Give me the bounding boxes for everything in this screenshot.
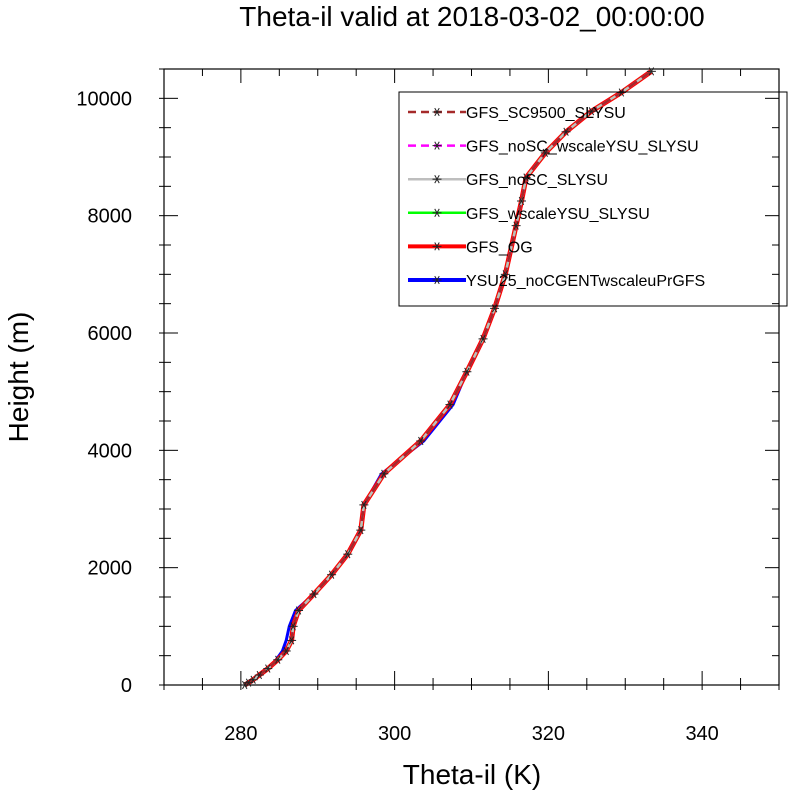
series-marker xyxy=(540,148,550,158)
series-line xyxy=(243,69,653,688)
legend-entry: GFS_SC9500_SLYSU xyxy=(408,105,626,122)
series-marker xyxy=(288,622,298,631)
x-tick-label: 320 xyxy=(532,723,565,745)
series-marker xyxy=(462,367,472,376)
y-tick-label: 6000 xyxy=(88,323,133,345)
series-marker xyxy=(432,275,442,285)
y-tick-label: 0 xyxy=(121,675,132,697)
series-marker xyxy=(516,196,526,206)
legend: GFS_SC9500_SLYSU GFS_noSC_wscaleYSU_SLYSU… xyxy=(398,91,788,307)
series-marker xyxy=(281,646,291,656)
axis-ticks xyxy=(159,68,780,690)
series-marker xyxy=(432,141,442,150)
x-tick-label: 280 xyxy=(224,723,257,745)
series-marker xyxy=(343,550,353,559)
series-marker xyxy=(248,675,258,684)
legend-label: GFS_noSC_SLYSU xyxy=(466,172,608,189)
x-tick-label: 340 xyxy=(685,723,718,745)
legend-label: YSU25_noCGENTwscaleuPrGFS xyxy=(466,273,705,290)
series-marker xyxy=(309,589,319,599)
series-marker xyxy=(416,436,426,446)
series-marker xyxy=(445,400,455,409)
series-marker xyxy=(432,242,442,251)
legend-entry: GFS_noSC_SLYSU xyxy=(408,172,608,189)
plot-area-frame xyxy=(163,68,780,686)
series-line xyxy=(244,70,653,687)
y-tick-label: 4000 xyxy=(88,440,133,462)
series-marker xyxy=(432,107,442,117)
series-marker xyxy=(379,469,389,478)
series-marker xyxy=(294,606,304,615)
series-line xyxy=(244,70,653,687)
series-marker xyxy=(432,175,442,184)
legend-entry: GFS_wscaleYSU_SLYSU xyxy=(408,206,650,223)
series-marker xyxy=(359,500,369,510)
y-axis-label: Height (m) xyxy=(3,312,34,443)
series-line xyxy=(244,70,653,687)
series-marker xyxy=(327,570,337,579)
series-marker xyxy=(646,67,656,76)
series-marker xyxy=(287,636,297,645)
series-marker xyxy=(273,655,283,664)
series-marker xyxy=(500,270,510,279)
series-marker xyxy=(511,221,521,230)
legend-entry: GFS_noSC_wscaleYSU_SLYSU xyxy=(408,139,699,156)
series-marker xyxy=(521,173,531,182)
axis-tick-labels: 280 300 320 340 0 2000 4000 6000 8000 10000 xyxy=(76,88,718,745)
y-tick-label: 8000 xyxy=(88,206,133,228)
legend-label: GFS_OG xyxy=(466,239,533,256)
legend-box xyxy=(398,91,788,307)
y-tick-label: 2000 xyxy=(88,558,133,580)
series-marker xyxy=(356,525,366,535)
legend-entry: GFS_OG xyxy=(408,239,533,256)
series-marker xyxy=(263,664,273,673)
legend-label: GFS_noSC_wscaleYSU_SLYSU xyxy=(466,139,699,156)
series-marker xyxy=(478,334,488,344)
series-marker xyxy=(432,208,442,217)
chart-title: Theta-il valid at 2018-03-02_00:00:00 xyxy=(239,1,704,32)
series-layer xyxy=(240,67,656,690)
x-tick-label: 300 xyxy=(378,723,411,745)
legend-entry: YSU25_noCGENTwscaleuPrGFS xyxy=(408,273,705,290)
series-marker xyxy=(254,670,264,680)
series-line xyxy=(243,70,653,687)
series-line xyxy=(244,70,653,687)
series-marker xyxy=(561,127,571,136)
legend-label: GFS_SC9500_SLYSU xyxy=(466,105,626,122)
legend-label: GFS_wscaleYSU_SLYSU xyxy=(466,206,650,223)
x-axis-label: Theta-il (K) xyxy=(403,759,541,790)
series-marker xyxy=(586,107,596,116)
y-tick-label: 10000 xyxy=(76,88,132,110)
